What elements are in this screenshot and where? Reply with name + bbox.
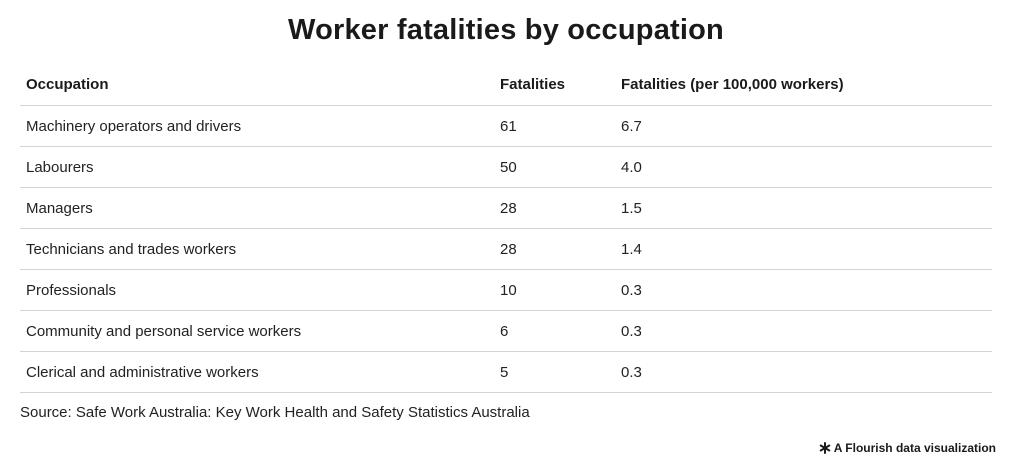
source-note: Source: Safe Work Australia: Key Work He… [20, 404, 530, 421]
table-row: Community and personal service workers 6 0… [20, 310, 992, 352]
column-header-fatality-rate: Fatalities (per 100,000 workers) [615, 64, 992, 106]
fatalities-cell: 28 [494, 187, 615, 229]
occupation-cell: Community and personal service workers [20, 310, 494, 352]
fatality-rate-cell: 0.3 [615, 269, 992, 311]
table-body: Machinery operators and drivers 61 6.7 Labo… [20, 105, 992, 393]
occupation-cell: Professionals [20, 269, 494, 311]
fatality-rate-cell: 4.0 [615, 146, 992, 188]
fatality-rate-cell: 0.3 [615, 351, 992, 393]
table-row: Clerical and administrative workers 5 0.3 [20, 351, 992, 393]
data-table: Occupation Fatalities Fatalities (per 100,… [20, 64, 992, 393]
fatalities-cell: 28 [494, 228, 615, 270]
fatalities-cell: 61 [494, 105, 615, 147]
fatality-rate-cell: 6.7 [615, 105, 992, 147]
fatality-rate-cell: 0.3 [615, 310, 992, 352]
table-header-row: Occupation Fatalities Fatalities (per 100,… [20, 64, 992, 106]
occupation-cell: Technicians and trades workers [20, 228, 494, 270]
occupation-cell: Machinery operators and drivers [20, 105, 494, 147]
fatality-rate-cell: 1.5 [615, 187, 992, 229]
occupation-cell: Labourers [20, 146, 494, 188]
attribution-label: A Flourish data visualization [833, 441, 996, 455]
fatality-rate-cell: 1.4 [615, 228, 992, 270]
flourish-attribution-link[interactable]: A Flourish data visualization [819, 441, 996, 455]
table-row: Machinery operators and drivers 61 6.7 [20, 105, 992, 147]
table-row: Technicians and trades workers 28 1.4 [20, 228, 992, 270]
table-row: Labourers 50 4.0 [20, 146, 992, 188]
table-row: Managers 28 1.5 [20, 187, 992, 229]
fatalities-cell: 50 [494, 146, 615, 188]
occupation-cell: Clerical and administrative workers [20, 351, 494, 393]
column-header-occupation: Occupation [20, 64, 494, 106]
flourish-asterisk-icon [819, 442, 831, 454]
table-row: Professionals 10 0.3 [20, 269, 992, 311]
fatalities-cell: 6 [494, 310, 615, 352]
column-header-fatalities: Fatalities [494, 64, 615, 106]
chart-title: Worker fatalities by occupation [288, 14, 724, 46]
fatalities-cell: 5 [494, 351, 615, 393]
fatalities-cell: 10 [494, 269, 615, 311]
occupation-cell: Managers [20, 187, 494, 229]
